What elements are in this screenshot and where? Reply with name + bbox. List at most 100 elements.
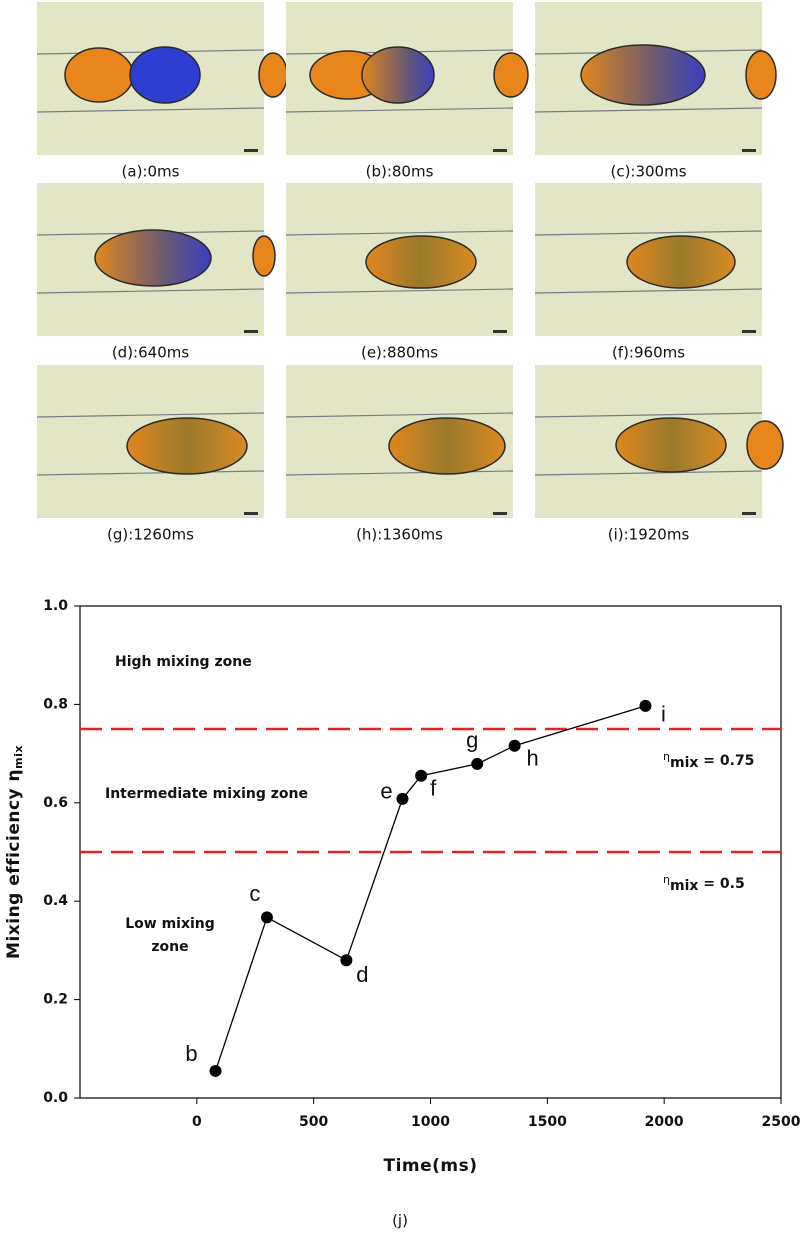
photo-caption: (a):0ms [122, 163, 180, 181]
data-point [639, 699, 652, 712]
x-tick-label: 1000 [411, 1114, 450, 1130]
channel-wall [534, 230, 763, 236]
droplet [626, 235, 736, 289]
channel-wall [285, 107, 514, 113]
photo-caption: (b):80ms [366, 163, 434, 181]
x-tick-label: 2500 [762, 1114, 800, 1130]
channel-wall [534, 288, 763, 294]
y-axis-label: Mixing efficiency ηmix [4, 745, 25, 959]
data-point [396, 792, 409, 805]
x-tick-label: 1500 [528, 1114, 567, 1130]
x-tick-label: 0 [192, 1114, 202, 1130]
photo [285, 2, 529, 155]
threshold-sub: mix [670, 755, 698, 771]
droplet [126, 417, 248, 475]
point-label: b [185, 1041, 197, 1066]
scale-bar [742, 512, 756, 515]
photo-caption: (h):1360ms [356, 526, 443, 544]
photo-caption: (f):960ms [612, 344, 685, 362]
photo-caption: (i):1920ms [608, 526, 690, 544]
zone-label: Intermediate mixing zone [105, 786, 308, 802]
y-tick-label: 0.0 [43, 1090, 68, 1106]
channel-wall [36, 107, 265, 113]
point-label: c [249, 881, 260, 906]
point-label: d [356, 962, 368, 987]
channel-wall [534, 412, 763, 418]
photo [534, 365, 784, 518]
y-tick-label: 0.6 [43, 795, 68, 811]
photo-caption: (g):1260ms [107, 526, 194, 544]
y-axis-label-sub: mix [12, 745, 25, 769]
channel-wall [36, 412, 265, 418]
data-point [471, 757, 484, 770]
channel-wall [285, 230, 514, 236]
threshold-label: ηmix = 0.5 [663, 873, 745, 894]
threshold-sub: mix [670, 878, 698, 894]
y-axis-label-main: Mixing efficiency η [4, 769, 24, 959]
channel-wall [534, 470, 763, 476]
photo [285, 365, 514, 518]
threshold-symbol: η [663, 750, 670, 763]
droplet [252, 235, 276, 277]
point-label: h [526, 746, 538, 771]
channel-wall [285, 412, 514, 418]
scale-bar [244, 330, 258, 333]
droplet [64, 47, 134, 103]
droplet [615, 417, 727, 473]
x-tick-label: 2000 [645, 1114, 684, 1130]
data-point [209, 1064, 222, 1077]
chart-caption: (j) [392, 1212, 408, 1230]
y-tick-label: 0.8 [43, 696, 68, 712]
data-point [415, 769, 428, 782]
threshold-label: ηmix = 0.75 [663, 750, 754, 771]
photo-caption: (e):880ms [361, 344, 438, 362]
threshold-text: = 0.5 [698, 876, 744, 892]
data-line [214, 705, 646, 1072]
data-point [260, 911, 273, 924]
x-tick-label: 500 [299, 1114, 328, 1130]
droplet [129, 46, 201, 104]
point-label: f [430, 776, 437, 801]
scale-bar [742, 330, 756, 333]
photo [285, 183, 514, 336]
y-tick-label: 0.4 [43, 893, 68, 909]
photo [36, 365, 265, 518]
photo [36, 2, 288, 155]
data-point [508, 739, 521, 752]
channel-wall [285, 288, 514, 294]
zone-label: Low mixing [125, 916, 215, 932]
photo-caption: (d):640ms [112, 344, 190, 362]
droplet [493, 52, 529, 98]
channel-wall [36, 470, 265, 476]
droplet [746, 420, 784, 470]
y-tick-label: 0.2 [43, 992, 68, 1008]
channel-wall [534, 107, 763, 113]
photo [534, 183, 763, 336]
droplet [745, 50, 777, 100]
photo [534, 2, 777, 155]
point-label: e [380, 779, 392, 804]
photo-caption: (c):300ms [610, 163, 686, 181]
scale-bar [493, 149, 507, 152]
scale-bar [244, 149, 258, 152]
droplet [94, 229, 212, 287]
scale-bar [493, 330, 507, 333]
droplet [365, 235, 477, 289]
channel-wall [36, 288, 265, 294]
x-axis-label: Time(ms) [383, 1156, 477, 1176]
data-point [340, 954, 353, 967]
y-tick-label: 1.0 [43, 598, 68, 614]
scale-bar [493, 512, 507, 515]
scale-bar [244, 512, 258, 515]
droplet [580, 44, 706, 106]
droplet [258, 52, 288, 98]
scale-bar [742, 149, 756, 152]
droplet [388, 417, 506, 475]
point-label: i [661, 702, 666, 727]
droplet [361, 46, 435, 104]
threshold-text: = 0.75 [698, 753, 754, 769]
zone-label: High mixing zone [115, 654, 252, 670]
point-label: g [466, 728, 478, 753]
threshold-symbol: η [663, 873, 670, 886]
